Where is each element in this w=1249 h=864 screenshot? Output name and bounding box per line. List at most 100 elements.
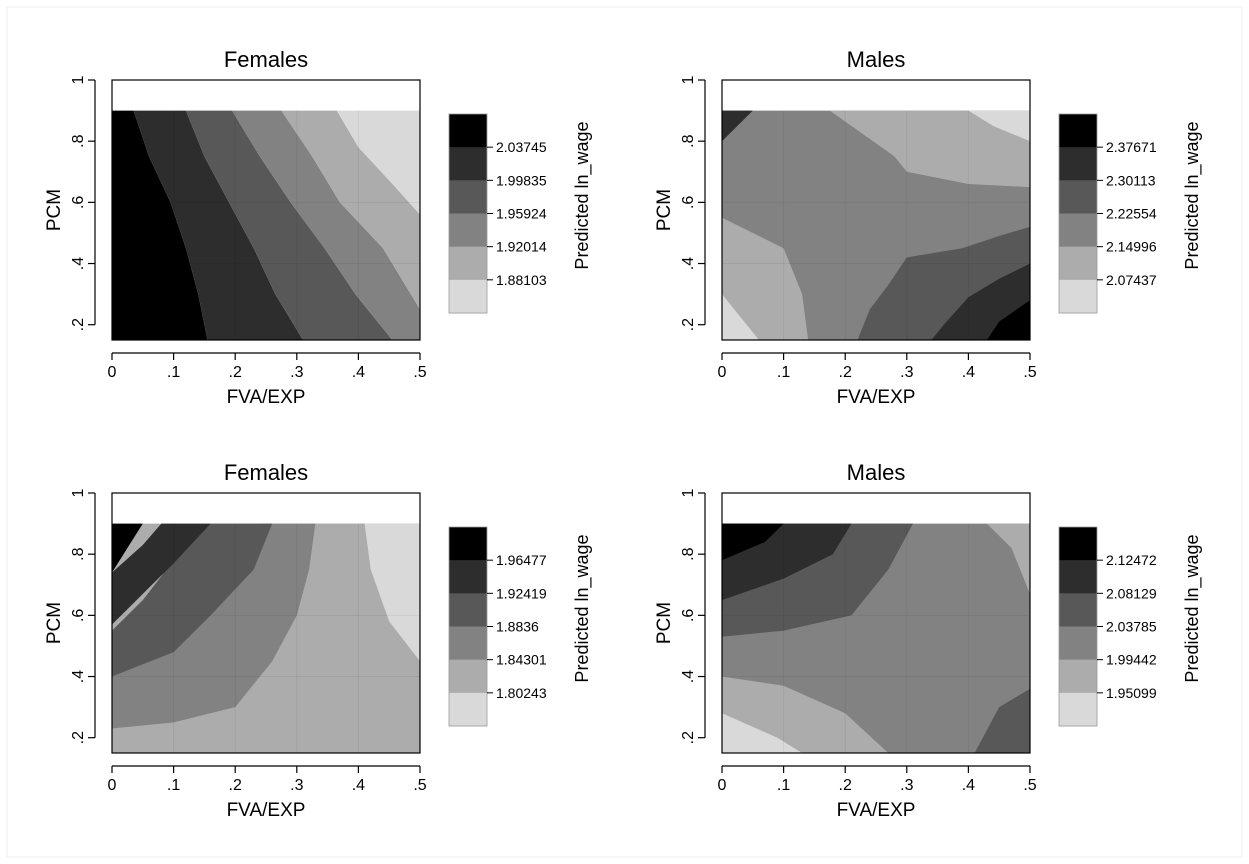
colorbar-band bbox=[1059, 147, 1097, 181]
x-tick-label: .4 bbox=[352, 777, 365, 794]
colorbar-band bbox=[1059, 626, 1097, 661]
colorbar-level-label: 1.99442 bbox=[1106, 652, 1157, 668]
y-tick-label: .2 bbox=[680, 318, 697, 331]
colorbar-level-label: 1.96477 bbox=[496, 552, 547, 568]
chart-panel-2: Males 0 .1 .2 .3 .4 .5 FVA/EXP .2 .4 .6 .8 1 PCM 2.376… bbox=[654, 47, 1203, 408]
colorbar-level-label: 1.84301 bbox=[496, 652, 547, 668]
colorbar-band bbox=[1059, 114, 1097, 148]
colorbar-band bbox=[1059, 659, 1097, 694]
contour-region bbox=[722, 294, 759, 340]
x-tick-label: 0 bbox=[108, 777, 117, 794]
colorbar-band bbox=[1059, 213, 1097, 248]
y-axis-label: PCM bbox=[44, 189, 65, 231]
plot-frame bbox=[721, 492, 1031, 754]
colorbar-level-label: 1.92014 bbox=[496, 239, 547, 255]
colorbar-band bbox=[449, 213, 487, 248]
y-tick-label: 1 bbox=[680, 75, 697, 84]
contour-region bbox=[185, 110, 393, 340]
x-tick-label: .4 bbox=[962, 364, 975, 381]
y-axis-label: PCM bbox=[654, 189, 675, 231]
x-tick-label: 0 bbox=[718, 777, 727, 794]
contour-region bbox=[281, 110, 420, 310]
plot-frame bbox=[111, 492, 421, 754]
chart-panel-3: Females 0 .1 .2 .3 .4 .5 FVA/EXP .2 .4 .6 .8 1 PCM 1.9… bbox=[44, 460, 593, 821]
contour-region bbox=[829, 110, 1030, 188]
colorbar-band bbox=[449, 659, 487, 694]
x-tick-label: .3 bbox=[900, 364, 913, 381]
chart-panel-4: Males 0 .1 .2 .3 .4 .5 FVA/EXP .2 .4 .6 .8 1 PCM 2.124… bbox=[654, 460, 1203, 821]
colorbar-level-label: 1.95099 bbox=[1106, 685, 1157, 701]
colorbar-band bbox=[449, 527, 487, 561]
x-tick-label: .5 bbox=[413, 364, 426, 381]
contour-region bbox=[968, 110, 1030, 142]
colorbar-level-label: 1.95924 bbox=[496, 206, 547, 222]
x-tick-label: .2 bbox=[229, 777, 242, 794]
y-tick-label: 1 bbox=[70, 75, 87, 84]
panels: Females 0 .1 .2 .3 .4 .5 FVA/EXP .2 .4 .6 .8 1 PCM 2.0… bbox=[44, 47, 1203, 821]
y-tick-label: 1 bbox=[680, 488, 697, 497]
chart-title: Males bbox=[847, 47, 906, 72]
plot-frame bbox=[111, 79, 421, 341]
y-tick-label: .8 bbox=[70, 134, 87, 147]
contour-region bbox=[112, 523, 211, 625]
colorbar-band bbox=[1059, 560, 1097, 594]
contour-region bbox=[112, 110, 208, 340]
colorbar-level-label: 2.07437 bbox=[1106, 272, 1157, 288]
colorbar-level-label: 2.37671 bbox=[1106, 139, 1157, 155]
x-tick-label: .2 bbox=[839, 777, 852, 794]
colorbar-level-label: 2.08129 bbox=[1106, 585, 1157, 601]
y-axis-label: PCM bbox=[654, 602, 675, 644]
plot-frame bbox=[721, 79, 1031, 341]
contour-region bbox=[722, 713, 803, 753]
y-tick-label: .4 bbox=[680, 257, 697, 270]
y-tick-label: .2 bbox=[70, 318, 87, 331]
x-tick-label: 0 bbox=[718, 364, 727, 381]
x-tick-label: .1 bbox=[777, 777, 790, 794]
y-tick-label: .8 bbox=[680, 134, 697, 147]
x-tick-label: .3 bbox=[900, 777, 913, 794]
y-tick-label: .8 bbox=[680, 547, 697, 560]
chart-title: Females bbox=[224, 460, 308, 485]
colorbar-label: Predicted ln_wage bbox=[1182, 534, 1203, 682]
y-tick-label: 1 bbox=[70, 488, 87, 497]
colorbar-level-label: 1.8836 bbox=[496, 619, 539, 635]
colorbar-band bbox=[449, 692, 487, 727]
colorbar-band bbox=[449, 560, 487, 594]
x-tick-label: .3 bbox=[290, 364, 303, 381]
colorbar-band bbox=[1059, 180, 1097, 214]
colorbar-band bbox=[449, 626, 487, 661]
colorbar-band bbox=[449, 279, 487, 314]
y-tick-label: .6 bbox=[680, 609, 697, 622]
contour-region bbox=[364, 523, 420, 662]
x-tick-label: .5 bbox=[1023, 777, 1036, 794]
contour-region bbox=[232, 110, 420, 340]
contour-region bbox=[986, 523, 1030, 594]
x-tick-label: .2 bbox=[229, 364, 242, 381]
y-tick-label: .2 bbox=[70, 731, 87, 744]
colorbar-band bbox=[449, 147, 487, 181]
x-axis-label: FVA/EXP bbox=[837, 387, 916, 408]
colorbar-label: Predicted ln_wage bbox=[1182, 121, 1203, 269]
x-tick-label: .5 bbox=[1023, 364, 1036, 381]
x-axis-label: FVA/EXP bbox=[227, 800, 306, 821]
y-tick-label: .4 bbox=[70, 257, 87, 270]
y-tick-label: .6 bbox=[680, 196, 697, 209]
colorbar-level-label: 2.22554 bbox=[1106, 206, 1157, 222]
colorbar-level-label: 2.14996 bbox=[1106, 239, 1157, 255]
colorbar-band bbox=[449, 180, 487, 214]
y-axis-label: PCM bbox=[44, 602, 65, 644]
x-tick-label: .4 bbox=[962, 777, 975, 794]
contour-region bbox=[112, 523, 316, 729]
x-tick-label: .1 bbox=[777, 364, 790, 381]
contour-region bbox=[986, 300, 1030, 340]
colorbar-level-label: 1.80243 bbox=[496, 685, 547, 701]
x-tick-label: .1 bbox=[167, 777, 180, 794]
colorbar-level-label: 2.03745 bbox=[496, 139, 547, 155]
colorbar-band bbox=[449, 114, 487, 148]
x-axis-label: FVA/EXP bbox=[837, 800, 916, 821]
colorbar-band bbox=[1059, 593, 1097, 627]
contour-region bbox=[112, 523, 273, 677]
y-tick-label: .6 bbox=[70, 609, 87, 622]
x-tick-label: .4 bbox=[352, 364, 365, 381]
